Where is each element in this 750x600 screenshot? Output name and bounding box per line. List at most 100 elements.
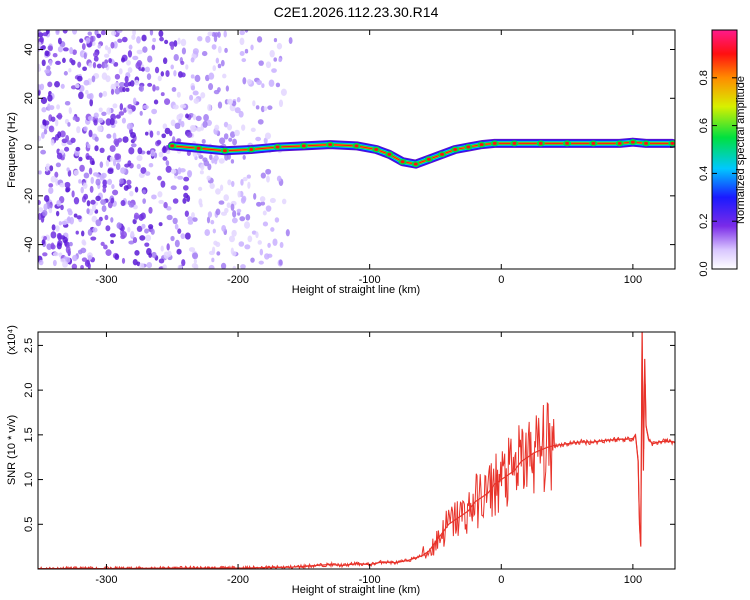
noise-speck <box>276 175 282 182</box>
noise-speck <box>241 124 246 131</box>
noise-speck <box>170 43 175 50</box>
noise-speck <box>193 98 200 104</box>
noise-speck <box>257 240 262 245</box>
noise-speck <box>172 198 179 204</box>
ridge-blob-core <box>670 141 675 145</box>
noise-speck <box>226 202 231 209</box>
noise-speck <box>73 197 80 205</box>
noise-speck <box>183 192 189 199</box>
noise-speck <box>87 229 93 236</box>
noise-speck <box>172 104 179 110</box>
noise-speck <box>124 163 130 168</box>
noise-speck <box>50 231 57 239</box>
noise-speck <box>218 200 225 205</box>
noise-speck <box>43 194 50 202</box>
noise-speck <box>144 242 150 247</box>
noise-speck <box>173 70 177 77</box>
y-tick-label-bottom: 2.5 <box>23 338 35 353</box>
noise-speck <box>128 202 135 208</box>
noise-speck <box>64 181 71 188</box>
noise-speck <box>100 30 106 36</box>
noise-speck <box>223 30 227 38</box>
noise-speck <box>98 92 103 98</box>
noise-speck <box>148 118 152 126</box>
noise-speck <box>80 247 87 254</box>
noise-speck <box>170 235 175 242</box>
noise-speck <box>151 108 158 115</box>
noise-speck <box>38 88 41 96</box>
noise-speck <box>122 86 126 93</box>
noise-speck <box>230 159 235 164</box>
noise-speck <box>83 126 88 132</box>
noise-speck <box>49 165 54 172</box>
noise-speck <box>220 262 227 269</box>
noise-speck <box>91 204 97 212</box>
noise-speck <box>180 120 185 128</box>
noise-speck <box>192 114 197 121</box>
noise-speck <box>50 139 55 146</box>
noise-speck <box>141 34 147 42</box>
noise-speck <box>239 51 245 56</box>
noise-speck <box>120 199 126 207</box>
noise-speck <box>91 215 98 223</box>
ridge-blob-core <box>492 141 497 145</box>
noise-speck <box>48 207 53 214</box>
noise-speck <box>57 37 62 45</box>
noise-speck <box>119 178 124 185</box>
noise-speck <box>134 79 140 86</box>
noise-speck <box>106 107 112 115</box>
noise-speck <box>177 228 182 234</box>
noise-speck <box>93 52 99 58</box>
noise-speck <box>56 152 63 160</box>
noise-speck <box>168 130 173 137</box>
noise-speck <box>163 201 168 209</box>
noise-speck <box>275 82 281 88</box>
ridge-blob-core <box>512 141 517 145</box>
noise-speck <box>126 122 133 130</box>
noise-speck <box>258 60 264 66</box>
noise-speck <box>271 68 277 73</box>
noise-speck <box>231 250 237 257</box>
noise-speck <box>72 254 78 262</box>
noise-speck <box>131 34 136 40</box>
noise-speck <box>83 79 90 86</box>
noise-speck <box>127 50 133 58</box>
noise-speck <box>132 30 137 36</box>
ridge-blob-core <box>249 148 254 151</box>
noise-speck <box>57 112 63 120</box>
noise-speck <box>207 31 213 36</box>
noise-speck <box>253 192 257 200</box>
noise-speck <box>49 59 53 66</box>
noise-speck <box>103 53 110 58</box>
x-axis-label-bottom: Height of straight line (km) <box>292 584 420 596</box>
noise-speck <box>137 147 143 155</box>
noise-speck <box>191 212 195 219</box>
noise-speck <box>158 199 165 204</box>
noise-speck <box>236 97 241 103</box>
noise-speck <box>127 67 133 74</box>
noise-speck <box>199 203 203 208</box>
ridge-blob-core <box>275 145 280 149</box>
noise-speck <box>60 204 64 211</box>
noise-speck <box>128 147 135 155</box>
noise-speck <box>149 30 154 36</box>
noise-speck <box>104 45 109 51</box>
noise-speck <box>260 201 266 206</box>
noise-speck <box>250 127 256 133</box>
chart-title: C2E1.2026.112.23.30.R14 <box>274 4 439 20</box>
noise-speck <box>154 66 160 74</box>
y-multiplier-label: (x10⁴) <box>6 325 18 355</box>
noise-speck <box>263 137 268 144</box>
ridge-blob-core <box>413 162 418 166</box>
noise-speck <box>43 236 47 241</box>
noise-speck <box>94 136 99 142</box>
noise-speck <box>239 30 245 36</box>
noise-speck <box>40 149 47 155</box>
ridge-blob-core <box>222 149 227 153</box>
plot-frame-top <box>37 29 676 270</box>
colorbar-tick-label: 0.0 <box>698 261 710 276</box>
noise-speck <box>166 214 173 221</box>
noise-speck <box>185 64 189 70</box>
ridge-blob-core <box>565 141 570 145</box>
